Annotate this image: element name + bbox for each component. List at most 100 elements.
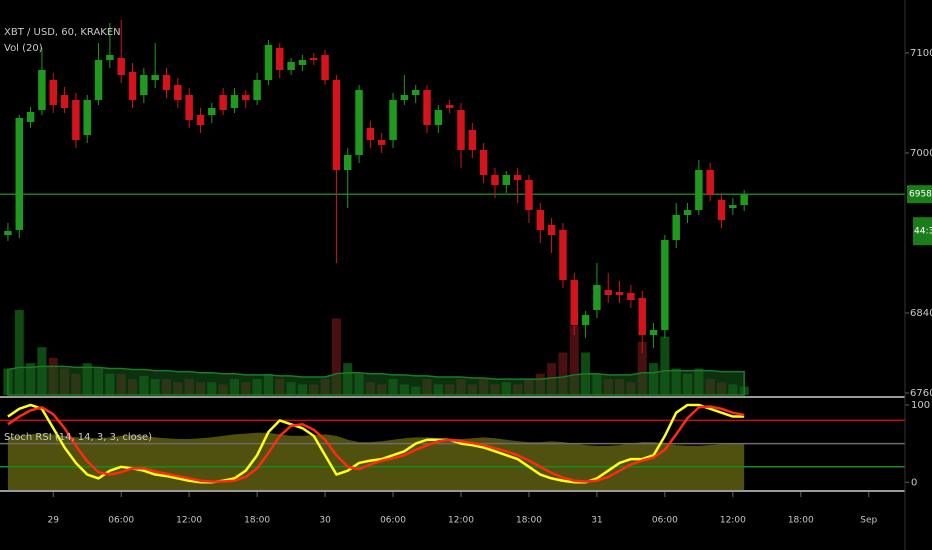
candle-body bbox=[140, 75, 148, 95]
indicator-title: Stoch RSI (14, 14, 3, 3, close) bbox=[4, 432, 152, 443]
candle-body bbox=[649, 330, 658, 335]
candle-body bbox=[445, 105, 454, 108]
volume-ma-area bbox=[7, 365, 745, 396]
y-tick-label: 0 bbox=[911, 477, 917, 488]
candle-body bbox=[242, 95, 250, 100]
candle-body bbox=[547, 225, 556, 235]
x-tick-label: 31 bbox=[591, 516, 602, 526]
candle-body bbox=[661, 240, 669, 330]
candle-body bbox=[377, 140, 386, 145]
candle-body bbox=[627, 293, 635, 300]
candle-body bbox=[287, 62, 295, 70]
countdown-label: 44:38 bbox=[914, 227, 932, 237]
candle-body bbox=[740, 194, 748, 205]
volume-title: Vol (20) bbox=[4, 43, 43, 54]
candle-body bbox=[355, 90, 363, 155]
x-tick-label: 06:00 bbox=[108, 516, 134, 526]
countdown-box bbox=[913, 217, 932, 246]
candle-body bbox=[264, 45, 273, 80]
candle-body bbox=[38, 70, 46, 110]
candle-body bbox=[151, 75, 159, 80]
volume-bar bbox=[637, 341, 647, 395]
candle-body bbox=[15, 118, 23, 230]
candle-body bbox=[298, 60, 307, 65]
candle-body bbox=[219, 95, 227, 110]
candle-body bbox=[729, 205, 737, 208]
candle-body bbox=[468, 130, 477, 150]
candle-body bbox=[502, 175, 511, 185]
x-tick-label: 06:00 bbox=[380, 516, 406, 526]
candle-body bbox=[695, 170, 703, 210]
volume-bar bbox=[660, 336, 670, 395]
candle-body bbox=[513, 175, 522, 180]
candle-body bbox=[310, 58, 318, 60]
y-tick-label: 7000.0 bbox=[910, 148, 932, 159]
plot-layer: 6760.0 6840.0 7000.0 7100.0 6958.8 44:38 0 100 2… bbox=[0, 20, 932, 526]
x-tick-label: 29 bbox=[48, 516, 60, 526]
candle-body bbox=[581, 315, 590, 325]
candle-body bbox=[276, 48, 284, 70]
candle-body bbox=[106, 55, 114, 60]
candle-body bbox=[615, 292, 624, 295]
candle-body bbox=[230, 95, 239, 108]
candle-body bbox=[49, 80, 57, 105]
candle-body bbox=[94, 60, 103, 100]
x-tick-label: 12:00 bbox=[176, 516, 202, 526]
candle-body bbox=[604, 290, 612, 295]
volume-bar bbox=[14, 310, 24, 395]
candle-body bbox=[559, 230, 567, 280]
y-tick-label: 7100.0 bbox=[910, 48, 932, 59]
candle-body bbox=[570, 280, 578, 325]
x-tick-label: 18:00 bbox=[788, 516, 814, 526]
candle-body bbox=[525, 180, 533, 210]
x-tick-label: 12:00 bbox=[448, 516, 474, 526]
y-tick-label: 6760.0 bbox=[910, 388, 932, 399]
candle-body bbox=[389, 100, 397, 140]
candle-body bbox=[411, 90, 420, 95]
candle-body bbox=[706, 170, 714, 195]
candle-body bbox=[343, 155, 352, 170]
candle-body bbox=[400, 95, 409, 100]
indicator-line bbox=[7, 405, 745, 483]
candle-body bbox=[683, 210, 692, 215]
volume-bar bbox=[569, 325, 579, 395]
candle-body bbox=[72, 100, 80, 140]
candle-body bbox=[717, 200, 726, 220]
candle-body bbox=[26, 112, 35, 122]
candle-body bbox=[366, 128, 375, 140]
candle-body bbox=[60, 95, 69, 108]
candle-body bbox=[208, 108, 216, 115]
last-price-box bbox=[907, 185, 932, 204]
candle-body bbox=[638, 298, 646, 335]
x-tick-label: 30 bbox=[319, 516, 331, 526]
candle-body bbox=[672, 215, 680, 240]
candle-body bbox=[423, 90, 431, 125]
x-tick-label: Sep bbox=[860, 516, 877, 526]
x-tick-label: 06:00 bbox=[652, 516, 678, 526]
volume-bar bbox=[331, 318, 341, 395]
candle-body bbox=[491, 175, 499, 185]
symbol-title: XBT / USD, 60, KRAKEN bbox=[4, 27, 121, 38]
candle-body bbox=[593, 285, 601, 310]
x-tick-label: 18:00 bbox=[516, 516, 542, 526]
candle-body bbox=[117, 58, 125, 75]
candle-body bbox=[253, 80, 261, 100]
candle-body bbox=[83, 100, 91, 135]
candle-body bbox=[434, 110, 443, 125]
candle-body bbox=[196, 115, 205, 125]
candle-body bbox=[536, 210, 545, 230]
candle-body bbox=[174, 85, 182, 100]
candle-body bbox=[332, 80, 341, 170]
volume-bar bbox=[558, 352, 568, 395]
candle-body bbox=[128, 72, 137, 100]
x-tick-label: 18:00 bbox=[244, 516, 270, 526]
candle-body bbox=[479, 150, 488, 175]
candle-body bbox=[162, 75, 171, 90]
last-price-label: 6958.8 bbox=[909, 190, 932, 200]
candle-body bbox=[321, 55, 329, 80]
candle-body bbox=[4, 231, 12, 235]
y-tick-label: 6840.0 bbox=[910, 308, 932, 319]
x-tick-label: 12:00 bbox=[720, 516, 746, 526]
candle-body bbox=[185, 95, 193, 120]
